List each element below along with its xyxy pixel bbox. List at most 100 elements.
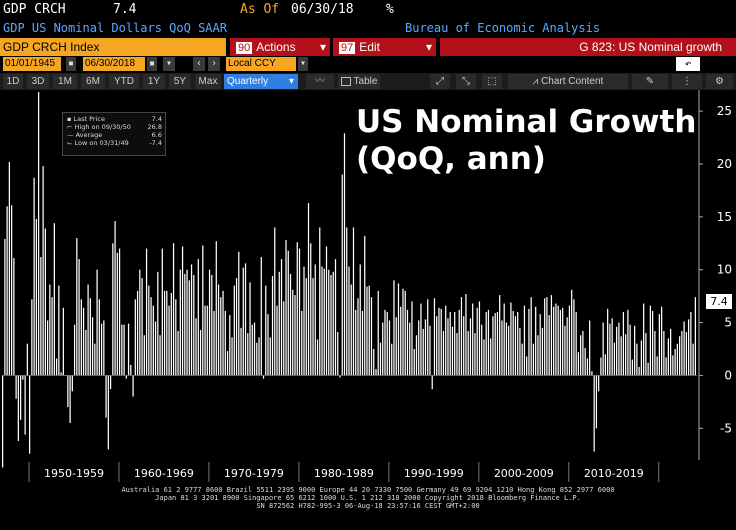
- bar: [352, 227, 355, 376]
- legend-low-label: Low on 03/31/49: [74, 139, 129, 147]
- bar: [602, 322, 604, 376]
- fit-icon[interactable]: ⬚: [482, 74, 502, 89]
- bar: [125, 375, 127, 379]
- bar: [116, 252, 118, 376]
- dropdown-icon[interactable]: ▾: [163, 57, 175, 71]
- period-tab[interactable]: YTD: [109, 74, 139, 89]
- annotate-icon[interactable]: ✎: [632, 74, 668, 89]
- bar: [224, 310, 226, 376]
- bar: [330, 275, 332, 376]
- legend-low-marker: ⌙: [67, 139, 75, 147]
- more-icon[interactable]: ⋮: [672, 74, 702, 89]
- bar: [478, 301, 481, 376]
- bar: [159, 335, 161, 376]
- bar: [172, 243, 175, 376]
- zoom-in-icon[interactable]: ⤢: [430, 74, 450, 89]
- bar: [544, 298, 546, 376]
- bar: [118, 248, 121, 376]
- bar: [177, 331, 179, 376]
- bar: [94, 343, 96, 376]
- date-range-bar: 01/01/1945 ▪ 06/30/2018 ▪ ▾ ‹ › Local CC…: [0, 56, 736, 72]
- start-date-field[interactable]: 01/01/1945: [3, 57, 61, 71]
- period-tab[interactable]: 5Y: [169, 74, 191, 89]
- bar: [546, 297, 548, 376]
- bar: [204, 305, 206, 376]
- period-tab[interactable]: 6M: [81, 74, 105, 89]
- legend-last-label: Last Price: [73, 115, 105, 123]
- asof-label: As Of: [240, 2, 280, 17]
- calendar-icon[interactable]: ▪: [66, 57, 76, 71]
- zoom-out-icon[interactable]: ⤡: [456, 74, 476, 89]
- frequency-dropdown[interactable]: Quarterly ▾: [224, 74, 298, 89]
- bar: [613, 342, 616, 376]
- bar: [341, 174, 343, 376]
- calendar-icon[interactable]: ▪: [147, 57, 157, 71]
- bar: [512, 310, 514, 376]
- period-tab[interactable]: 1D: [3, 74, 23, 89]
- bar: [73, 324, 76, 376]
- bar: [685, 332, 687, 376]
- bar: [274, 227, 276, 376]
- bar: [215, 241, 217, 376]
- bar: [643, 303, 645, 376]
- ticker-field[interactable]: GDP CRCH Index: [0, 38, 226, 56]
- bar: [13, 258, 15, 376]
- y-tick-label: 0: [724, 368, 732, 382]
- line-chart-icon[interactable]: 〰: [306, 74, 334, 89]
- bar: [611, 318, 613, 376]
- bar: [186, 269, 188, 376]
- security-description: GDP US Nominal Dollars QoQ SAAR Bureau o…: [0, 20, 736, 38]
- end-date-field[interactable]: 06/30/2018: [83, 57, 145, 71]
- bar: [145, 248, 148, 376]
- gear-icon[interactable]: ⚙: [706, 74, 733, 89]
- actions-button[interactable]: 90 Actions ▾: [230, 38, 330, 56]
- bar: [197, 259, 199, 376]
- bar: [357, 298, 359, 376]
- chevron-down-icon[interactable]: ▾: [298, 57, 308, 71]
- undo-icon[interactable]: ↶: [676, 57, 700, 71]
- bar: [607, 308, 609, 376]
- bar: [53, 223, 55, 376]
- bar: [152, 305, 154, 376]
- bar: [465, 294, 467, 376]
- bar: [80, 299, 82, 376]
- bar: [49, 284, 51, 376]
- bar: [139, 269, 141, 376]
- bar: [265, 285, 267, 376]
- bar: [235, 278, 238, 376]
- bar: [226, 351, 229, 376]
- bar: [609, 323, 611, 376]
- bar: [616, 326, 618, 376]
- next-arrow-icon[interactable]: ›: [208, 57, 220, 71]
- bar: [190, 264, 193, 376]
- bar: [44, 228, 46, 376]
- bar: [636, 343, 638, 376]
- edit-button[interactable]: 97 Edit ▾: [333, 38, 436, 56]
- bar: [134, 299, 136, 376]
- period-tab[interactable]: Max: [195, 74, 221, 89]
- bar: [661, 306, 663, 376]
- bar: [402, 288, 404, 376]
- legend-last-value: 7.4: [151, 115, 162, 123]
- bar: [130, 364, 132, 376]
- bar: [499, 295, 501, 376]
- table-button[interactable]: Table: [338, 74, 380, 89]
- bar: [168, 305, 170, 376]
- period-tab[interactable]: 1Y: [143, 74, 165, 89]
- bar: [640, 340, 643, 376]
- period-tab[interactable]: 1M: [53, 74, 77, 89]
- bar: [303, 266, 305, 376]
- asof-date[interactable]: 06/30/18: [291, 2, 354, 17]
- bar: [683, 321, 685, 376]
- bar: [206, 305, 208, 376]
- bar: [188, 280, 190, 376]
- bar: [328, 269, 330, 376]
- period-tab[interactable]: 3D: [27, 74, 49, 89]
- chart-content-button[interactable]: ⩘ Chart Content: [508, 74, 628, 89]
- currency-field[interactable]: Local CCY: [226, 57, 296, 71]
- bar: [269, 337, 271, 376]
- bar: [294, 295, 296, 376]
- bar: [494, 313, 496, 376]
- bar: [287, 250, 289, 376]
- prev-arrow-icon[interactable]: ‹: [193, 57, 205, 71]
